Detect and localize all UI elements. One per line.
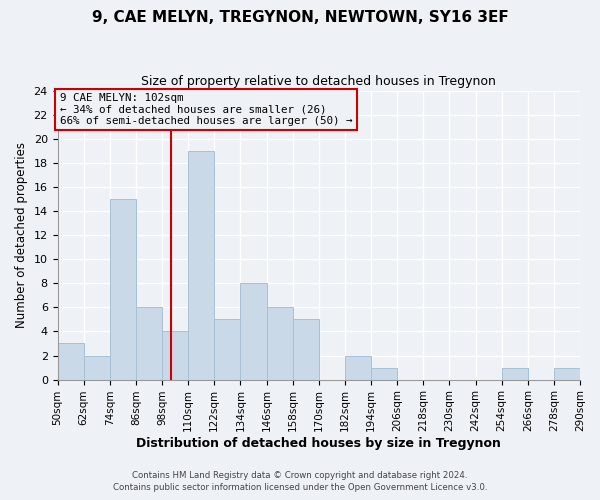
Bar [554, 368, 580, 380]
Bar [345, 356, 371, 380]
Bar [241, 283, 266, 380]
Bar [266, 308, 293, 380]
Bar [214, 320, 241, 380]
Title: Size of property relative to detached houses in Tregynon: Size of property relative to detached ho… [142, 75, 496, 88]
Text: Contains HM Land Registry data © Crown copyright and database right 2024.
Contai: Contains HM Land Registry data © Crown c… [113, 471, 487, 492]
Bar [162, 332, 188, 380]
Bar [136, 308, 162, 380]
Bar [188, 151, 214, 380]
Bar [293, 320, 319, 380]
Y-axis label: Number of detached properties: Number of detached properties [15, 142, 28, 328]
Text: 9 CAE MELYN: 102sqm
← 34% of detached houses are smaller (26)
66% of semi-detach: 9 CAE MELYN: 102sqm ← 34% of detached ho… [60, 93, 352, 126]
Bar [371, 368, 397, 380]
Text: 9, CAE MELYN, TREGYNON, NEWTOWN, SY16 3EF: 9, CAE MELYN, TREGYNON, NEWTOWN, SY16 3E… [92, 10, 508, 25]
Bar [83, 356, 110, 380]
Bar [110, 199, 136, 380]
Bar [502, 368, 528, 380]
X-axis label: Distribution of detached houses by size in Tregynon: Distribution of detached houses by size … [136, 437, 501, 450]
Bar [58, 344, 83, 380]
